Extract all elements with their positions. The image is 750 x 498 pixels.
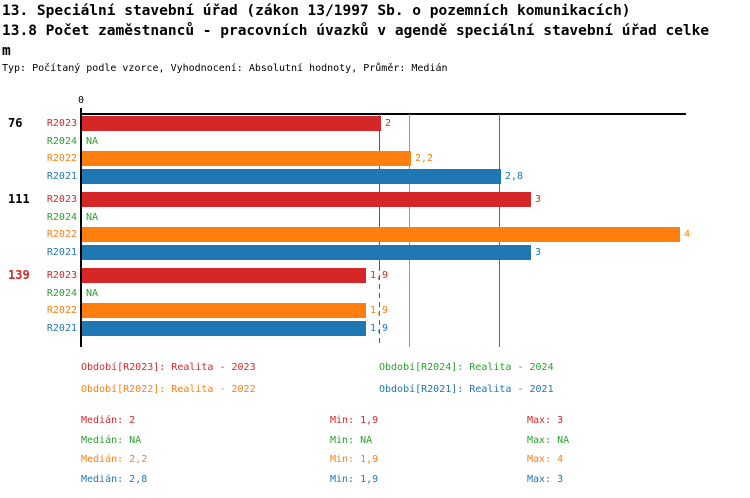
x-axis-line [80, 113, 686, 115]
stat-min-r2021: Min: 1,9 [330, 474, 379, 485]
group-label-139: 139 [8, 268, 30, 282]
series-row-label-r2024: R2024 [46, 212, 77, 223]
bar-na-label: NA [86, 136, 99, 147]
group-label-76: 76 [8, 116, 23, 130]
bar-na-label: NA [86, 288, 99, 299]
bar-r2022-group-76 [82, 151, 411, 166]
stat-median-r2024: Medián: NA [81, 435, 142, 446]
bar-r2023-group-139 [82, 268, 366, 283]
series-row-label-r2023: R2023 [46, 270, 77, 281]
series-row-label-r2022: R2022 [46, 305, 77, 316]
series-row-label-r2023: R2023 [46, 194, 77, 205]
bar-r2021-group-139 [82, 321, 366, 336]
stat-median-r2023: Medián: 2 [81, 415, 136, 426]
chart-subtitle: Typ: Počítaný podle vzorce, Vyhodnocení:… [2, 63, 448, 74]
bar-value-label: 4 [684, 229, 691, 240]
series-row-label-r2024: R2024 [46, 288, 77, 299]
series-row-label-r2024: R2024 [46, 136, 77, 147]
stat-max-r2022: Max: 4 [527, 454, 564, 465]
median-line-r2023 [379, 114, 380, 266]
stat-median-r2021: Medián: 2,8 [81, 474, 148, 485]
median-line-dashed-r2023 [379, 266, 380, 347]
series-row-label-r2022: R2022 [46, 153, 77, 164]
stat-max-r2023: Max: 3 [527, 415, 564, 426]
series-row-label-r2021: R2021 [46, 247, 77, 258]
series-row-label-r2021: R2021 [46, 323, 77, 334]
stat-min-r2024: Min: NA [330, 435, 373, 446]
chart-title-line1: 13. Speciální stavební úřad (zákon 13/19… [2, 3, 631, 19]
legend-item-r2021: Období[R2021]: Realita - 2021 [379, 384, 554, 395]
bar-value-label: 2,2 [415, 153, 434, 164]
stat-max-r2021: Max: 3 [527, 474, 564, 485]
stat-max-r2024: Max: NA [527, 435, 570, 446]
chart-title-line2: 13.8 Počet zaměstnanců - pracovních úvaz… [2, 23, 710, 39]
bar-na-label: NA [86, 212, 99, 223]
bar-value-label: 1,9 [370, 323, 389, 334]
bar-value-label: 1,9 [370, 270, 389, 281]
legend-item-r2023: Období[R2023]: Realita - 2023 [81, 362, 256, 373]
series-row-label-r2022: R2022 [46, 229, 77, 240]
series-row-label-r2021: R2021 [46, 171, 77, 182]
bar-r2021-group-111 [82, 245, 531, 260]
group-label-111: 111 [8, 192, 30, 206]
legend-item-r2022: Období[R2022]: Realita - 2022 [81, 384, 256, 395]
bar-value-label: 2 [385, 118, 392, 129]
bar-value-label: 2,8 [505, 171, 524, 182]
legend-item-r2024: Období[R2024]: Realita - 2024 [379, 362, 554, 373]
stat-min-r2023: Min: 1,9 [330, 415, 379, 426]
series-row-label-r2023: R2023 [46, 118, 77, 129]
bar-r2022-group-111 [82, 227, 680, 242]
bar-value-label: 1,9 [370, 305, 389, 316]
x-axis-zero-tick-label: 0 [77, 95, 85, 106]
chart-title-line3: m [2, 43, 11, 59]
bar-r2023-group-76 [82, 116, 381, 131]
bar-r2021-group-76 [82, 169, 501, 184]
stat-median-r2022: Medián: 2,2 [81, 454, 148, 465]
bar-value-label: 3 [535, 247, 542, 258]
bar-r2022-group-139 [82, 303, 366, 318]
bar-r2023-group-111 [82, 192, 531, 207]
bar-value-label: 3 [535, 194, 542, 205]
y-axis-line [80, 108, 82, 347]
stat-min-r2022: Min: 1,9 [330, 454, 379, 465]
